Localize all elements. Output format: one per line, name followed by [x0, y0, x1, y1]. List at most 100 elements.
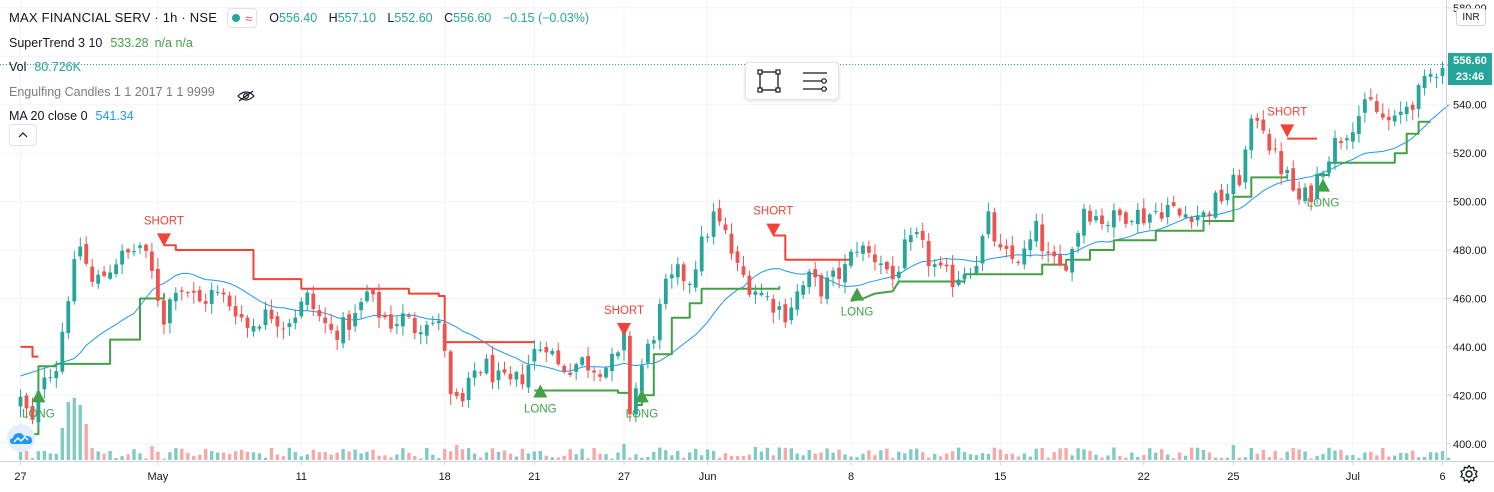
candle-body — [233, 306, 238, 317]
volume-bar — [885, 448, 889, 460]
candle-body — [42, 377, 47, 390]
candle-body — [239, 314, 244, 318]
candle-body — [651, 340, 656, 344]
candle-body — [108, 272, 112, 279]
long-signal-arrow — [1316, 178, 1331, 192]
short-signal-arrow — [766, 223, 781, 237]
candle-body — [1249, 118, 1254, 151]
volume-bar — [90, 448, 94, 460]
volume-bar — [395, 454, 399, 460]
legend-supertrend-row[interactable]: SuperTrend 3 10 533.28 n/a n/a — [9, 31, 597, 56]
volume-bar — [968, 454, 973, 460]
x-tick-label: Jul — [1346, 471, 1360, 483]
volume-bar — [341, 449, 345, 460]
candle-body — [173, 292, 178, 302]
candle-body — [407, 315, 411, 317]
volume-bar — [1213, 457, 1218, 460]
volume-bar — [652, 451, 656, 460]
lines-settings-button[interactable] — [798, 66, 832, 96]
volume-bar — [1369, 451, 1373, 460]
candle-body — [191, 290, 196, 293]
legend-ma-row[interactable]: MA 20 close 0 541.34 — [9, 104, 597, 129]
tradingview-cloud-icon[interactable] — [7, 424, 35, 452]
long-signal-arrow — [634, 389, 649, 403]
candle-body — [741, 266, 746, 275]
volume-bar — [520, 448, 525, 460]
volume-bar — [556, 457, 560, 460]
candle-body — [598, 374, 602, 377]
candle-body — [18, 396, 23, 407]
candle-body — [1195, 215, 1200, 221]
x-tick-label: 6 — [1439, 471, 1445, 483]
volume-bar — [347, 451, 351, 460]
ohlc-values: O556.40 H557.10 L552.60 C556.60 −0.15 (−… — [269, 6, 597, 31]
volume-bar — [425, 447, 429, 460]
candle-body — [299, 301, 304, 317]
volume-bar — [245, 451, 250, 460]
volume-bar — [1315, 455, 1319, 460]
candle-body — [914, 232, 919, 235]
eye-off-icon[interactable] — [236, 86, 255, 102]
legend-collapse-button[interactable] — [9, 124, 37, 146]
candle-body — [544, 347, 549, 353]
volume-bar — [831, 452, 835, 460]
legend-volume-row[interactable]: Vol 80.726K — [9, 55, 597, 80]
volume-bar — [365, 451, 369, 460]
volume-bar — [383, 455, 387, 460]
legend-engulfing-row[interactable]: Engulfing Candles 1 1 2017 1 1 9999 — [9, 80, 597, 105]
volume-bar — [54, 453, 58, 460]
volume-bar — [1100, 457, 1104, 460]
candle-body — [460, 393, 465, 402]
market-open-icon — [232, 14, 241, 23]
volume-bar — [419, 458, 423, 460]
low-label: L — [387, 11, 395, 25]
candle-body — [592, 370, 596, 373]
floating-drawing-toolbar[interactable] — [745, 62, 839, 100]
candle-body — [1357, 116, 1361, 134]
candle-body — [102, 271, 106, 276]
candle-body — [1428, 73, 1433, 77]
rectangle-tool-button[interactable] — [752, 66, 786, 96]
volume-bar — [825, 448, 829, 460]
volume-bar — [807, 450, 811, 460]
symbol-title[interactable]: MAX FINANCIAL SERV · 1h · NSE — [9, 10, 218, 25]
candle-body — [968, 273, 973, 275]
candle-body — [819, 275, 824, 297]
volume-bar — [36, 451, 41, 460]
candle-body — [580, 357, 585, 365]
volume-bar — [96, 451, 100, 460]
legend-status-pill[interactable]: ≈ — [227, 8, 258, 29]
long-signal-label: LONG — [22, 408, 55, 420]
candle-body — [604, 368, 608, 378]
volume-bar — [1160, 449, 1164, 460]
currency-label[interactable]: INR — [1456, 8, 1486, 26]
candle-body — [1261, 119, 1266, 131]
candle-body — [1082, 208, 1086, 236]
open-label: O — [269, 11, 279, 25]
short-signal-label: SHORT — [1267, 106, 1307, 118]
candle-body — [60, 331, 65, 372]
volume-bar — [843, 454, 847, 460]
candle-body — [902, 239, 907, 269]
legend-symbol-row: MAX FINANCIAL SERV · 1h · NSE ≈ O556.40 … — [9, 6, 597, 31]
volume-bar — [455, 445, 459, 460]
candle-body — [640, 365, 644, 392]
candle-body — [466, 377, 471, 401]
volume-name: Vol — [9, 60, 27, 74]
candle-body — [920, 231, 925, 240]
candle-body — [735, 251, 740, 263]
volume-bar — [783, 447, 787, 460]
volume-bar — [42, 450, 47, 460]
gear-icon[interactable] — [1458, 463, 1480, 485]
short-signal-arrow — [1280, 124, 1295, 138]
candle-body — [616, 352, 620, 357]
volume-bar — [1028, 456, 1032, 460]
open-value: 556.40 — [278, 11, 318, 25]
candle-body — [1363, 99, 1367, 113]
volume-bar — [1261, 449, 1265, 460]
long-signal-label: LONG — [626, 408, 659, 420]
volume-bar — [741, 456, 746, 460]
volume-bar — [819, 452, 823, 460]
volume-bar — [1136, 456, 1140, 460]
